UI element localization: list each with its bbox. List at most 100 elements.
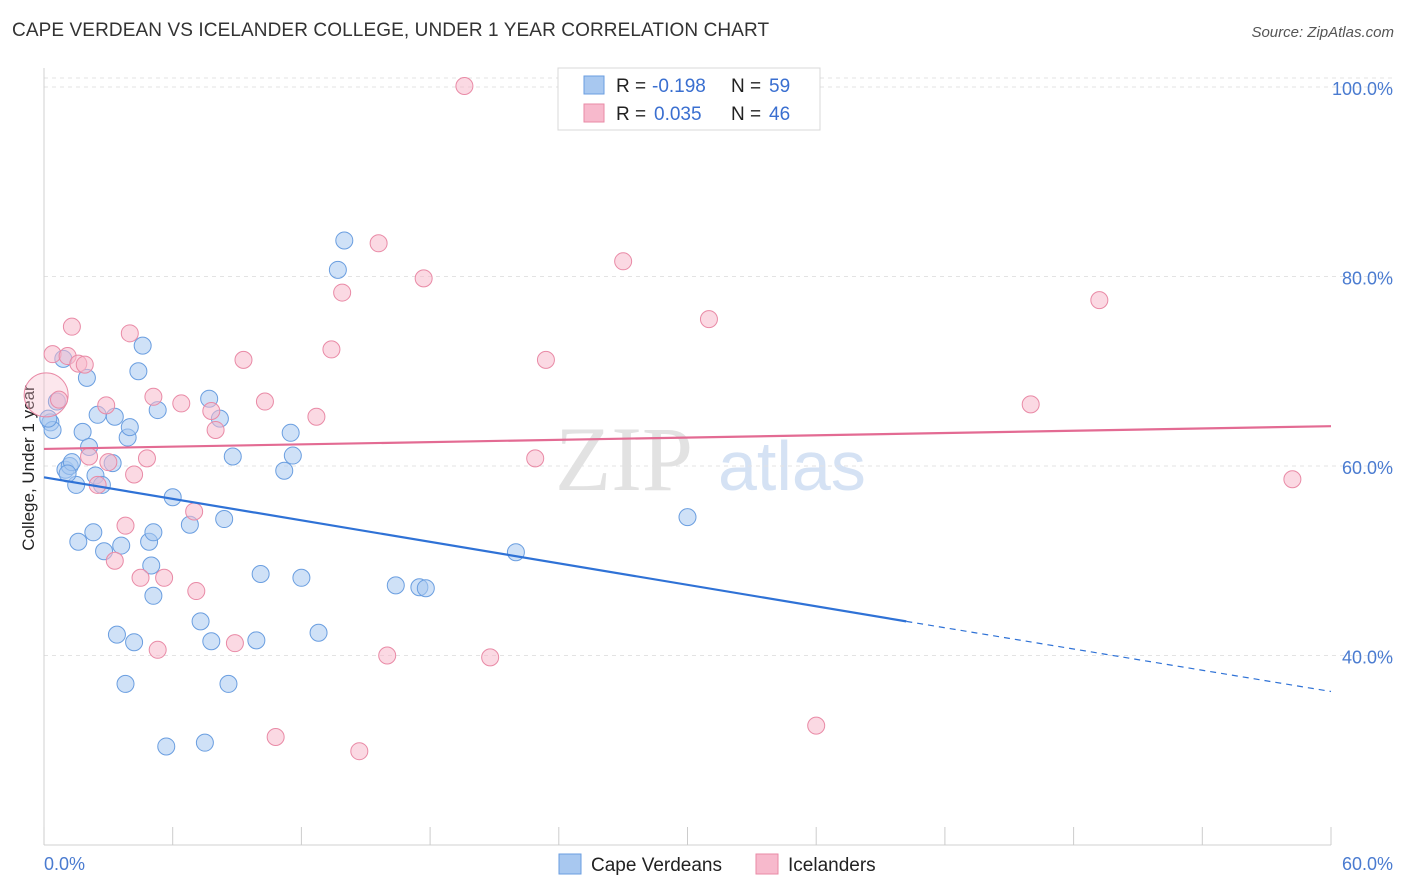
point-cape-verdean <box>416 579 435 598</box>
legend-r-label: R = <box>616 104 646 125</box>
point-icelander <box>105 551 124 570</box>
legend-n-label: N = <box>731 76 761 97</box>
point-icelander <box>50 390 69 409</box>
point-cape-verdean <box>219 674 238 693</box>
point-cape-verdean <box>107 625 126 644</box>
point-icelander <box>369 234 388 253</box>
legend-r-label: R = <box>616 76 646 97</box>
point-cape-verdean <box>283 446 302 465</box>
point-icelander <box>206 420 225 439</box>
bottom-legend-label-cape-verdeans: Cape Verdeans <box>591 855 722 876</box>
point-icelander <box>116 516 135 535</box>
point-icelander <box>97 396 116 415</box>
point-cape-verdean <box>116 674 135 693</box>
point-cape-verdean <box>281 423 300 442</box>
point-icelander <box>378 646 397 665</box>
legend-r-value-icelanders: 0.035 <box>654 104 702 125</box>
legend-n-value-icelanders: 46 <box>769 104 790 125</box>
point-icelander <box>807 716 826 735</box>
point-cape-verdean <box>129 362 148 381</box>
legend-n-label: N = <box>731 104 761 125</box>
data-points <box>23 77 1302 761</box>
point-cape-verdean <box>144 523 163 542</box>
point-icelander <box>80 447 99 466</box>
point-icelander <box>614 252 633 271</box>
point-cape-verdean <box>386 576 405 595</box>
point-icelander <box>225 634 244 653</box>
y-tick-label: 80.0% <box>1342 268 1393 288</box>
point-cape-verdean <box>69 532 88 551</box>
x-tick-label-max: 60.0% <box>1342 854 1393 874</box>
x-ticks <box>43 827 1332 845</box>
point-icelander <box>414 269 433 288</box>
bottom-legend-swatch-icelanders <box>755 853 779 875</box>
point-icelander <box>255 392 274 411</box>
point-cape-verdean <box>191 612 210 631</box>
point-icelander <box>699 310 718 329</box>
point-cape-verdean <box>195 733 214 752</box>
y-tick-labels: 40.0% 60.0% 80.0% 100.0% <box>1332 79 1393 668</box>
point-cape-verdean <box>142 556 161 575</box>
point-icelander <box>307 407 326 426</box>
trend-line-icelanders <box>43 425 1332 451</box>
point-icelander <box>350 742 369 761</box>
point-icelander <box>144 387 163 406</box>
y-axis-title: College, Under 1 year <box>19 385 38 551</box>
point-cape-verdean <box>247 631 266 650</box>
point-icelander <box>455 77 474 96</box>
point-icelander <box>43 345 62 364</box>
point-cape-verdean <box>125 633 144 652</box>
point-cape-verdean <box>202 632 221 651</box>
point-cape-verdean <box>84 523 103 542</box>
point-icelander <box>266 727 285 746</box>
point-icelander <box>481 648 500 667</box>
bottom-legend: Cape Verdeans Icelanders <box>558 853 876 876</box>
point-cape-verdean <box>335 231 354 250</box>
point-icelander <box>131 568 150 587</box>
x-tick-label-min: 0.0% <box>44 854 85 874</box>
trend-lines <box>43 425 1332 693</box>
point-icelander <box>1283 470 1302 489</box>
watermark-zip: ZIP <box>555 408 693 510</box>
point-cape-verdean <box>144 586 163 605</box>
bottom-legend-label-icelanders: Icelanders <box>788 855 876 876</box>
point-icelander <box>137 449 156 468</box>
trend-line-extension-cape-verdeans <box>906 620 1332 693</box>
point-icelander <box>62 317 81 336</box>
point-cape-verdean <box>251 564 270 583</box>
y-tick-label: 60.0% <box>1342 458 1393 478</box>
point-icelander <box>75 355 94 374</box>
legend-n-value-cape-verdeans: 59 <box>769 76 790 97</box>
chart-title: CAPE VERDEAN VS ICELANDER COLLEGE, UNDER… <box>12 20 770 41</box>
source-label: Source: ZipAtlas.com <box>1251 24 1394 41</box>
point-icelander <box>99 453 118 472</box>
legend-swatch-cape-verdeans <box>583 75 605 95</box>
point-cape-verdean <box>223 447 242 466</box>
point-cape-verdean <box>157 737 176 756</box>
point-cape-verdean <box>328 260 347 279</box>
legend: R = -0.198 N = 59 R = 0.035 N = 46 <box>557 67 821 131</box>
point-icelander <box>155 568 174 587</box>
point-icelander <box>120 324 139 343</box>
legend-r-value-cape-verdeans: -0.198 <box>652 76 706 97</box>
point-icelander <box>234 350 253 369</box>
point-cape-verdean <box>215 510 234 529</box>
point-icelander <box>1021 395 1040 414</box>
point-icelander <box>148 640 167 659</box>
point-icelander <box>185 502 204 521</box>
trend-line-cape-verdeans <box>43 476 907 623</box>
point-cape-verdean <box>678 508 697 527</box>
bottom-legend-swatch-cape-verdeans <box>558 853 582 875</box>
point-icelander <box>202 402 221 421</box>
point-icelander <box>187 582 206 601</box>
point-icelander <box>125 465 144 484</box>
point-cape-verdean <box>120 418 139 437</box>
point-cape-verdean <box>275 461 294 480</box>
legend-swatch-icelanders <box>583 103 605 123</box>
point-cape-verdean <box>39 409 58 428</box>
point-icelander <box>526 449 545 468</box>
point-icelander <box>172 394 191 413</box>
point-icelander <box>536 350 555 369</box>
point-icelander <box>333 283 352 302</box>
